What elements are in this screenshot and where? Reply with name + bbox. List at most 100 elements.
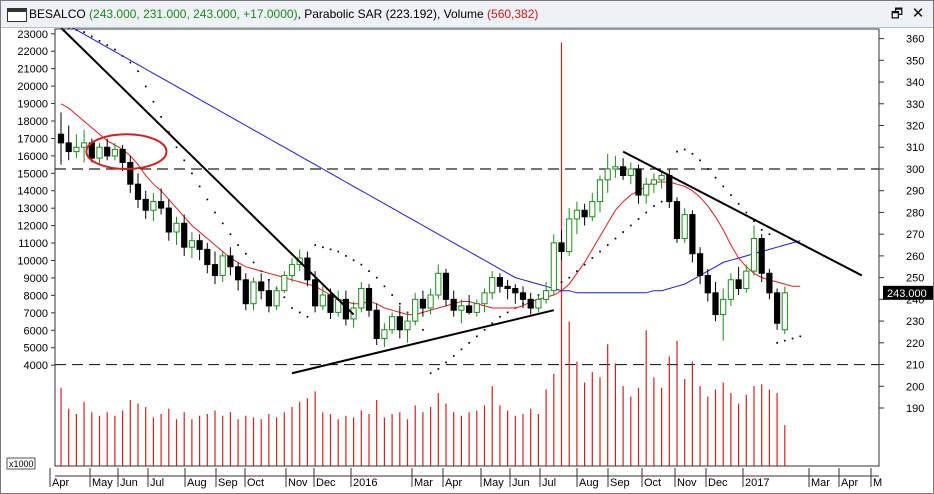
x-tick-label: Nov: [288, 477, 308, 489]
x-tick-label: Jul: [150, 477, 164, 489]
candle-body: [504, 285, 511, 289]
candle-body: [743, 270, 750, 289]
sar-dot: [599, 250, 601, 253]
sar-dot: [745, 211, 748, 214]
candle-body: [442, 272, 450, 300]
candle-body: [389, 316, 396, 331]
candle-body: [65, 142, 72, 153]
close-icon[interactable]: ✕: [911, 5, 925, 22]
candle-body: [81, 142, 88, 148]
sar-dot: [676, 150, 678, 153]
sar-dot: [560, 281, 563, 283]
sar-dot: [699, 159, 701, 162]
candle-body: [543, 290, 550, 300]
price-tick-label: 350: [906, 55, 924, 67]
volume-tick-label: 10000: [17, 256, 48, 268]
candle-body: [396, 316, 403, 331]
price-tick-label: 280: [906, 207, 924, 219]
sar-dot: [298, 311, 301, 314]
price-tick-label: 210: [906, 360, 924, 372]
candle-body: [312, 279, 319, 307]
x-tick-label: Mar: [414, 477, 433, 489]
sar-dot: [283, 296, 286, 299]
sar-dot: [245, 252, 247, 255]
candle-body: [104, 146, 111, 157]
price-tick-label: 190: [906, 403, 924, 415]
candle-body: [242, 279, 249, 305]
sar-dot: [753, 220, 755, 223]
candle-body: [173, 222, 180, 233]
sar-dot: [399, 302, 401, 305]
candle-body: [681, 214, 688, 240]
sar-dot: [422, 328, 424, 331]
sar-dot: [568, 276, 571, 279]
candle-body: [150, 201, 157, 211]
trend-line: [622, 150, 863, 277]
candle-body: [558, 242, 565, 253]
x-tick-label: Oct: [247, 477, 264, 489]
candle-body: [227, 255, 234, 268]
volume-tick-label: 19000: [17, 99, 48, 111]
volume-tick-label: 21000: [17, 64, 48, 76]
candle-body: [566, 218, 573, 253]
candle-body: [204, 248, 211, 266]
sar-dot: [576, 270, 578, 273]
price-tick-label: 360: [906, 34, 924, 46]
price-tick-label: 250: [906, 273, 924, 285]
candle-body: [720, 298, 727, 316]
sar-dot: [91, 35, 93, 38]
candle-body: [697, 253, 704, 276]
sar-dot: [645, 211, 648, 214]
sar-dot: [183, 159, 186, 162]
sar-dot: [67, 28, 70, 29]
title-separator: ,: [297, 7, 305, 21]
candle-body: [142, 198, 149, 211]
sar-dot: [329, 248, 332, 251]
x-tick-label: Nov: [677, 477, 697, 489]
candle-body: [550, 242, 557, 292]
sar-dot: [352, 259, 355, 262]
restore-window-icon[interactable]: 🗗: [890, 6, 904, 21]
candle-body: [650, 179, 657, 185]
volume-tick-label: 20000: [17, 81, 48, 93]
sar-dot: [314, 244, 316, 246]
candle-body: [412, 298, 419, 322]
candle-body: [612, 166, 619, 170]
sar-dot: [437, 368, 440, 370]
candle-body: [535, 298, 542, 309]
sar-dot: [114, 48, 116, 51]
x-tick-label: May: [483, 477, 504, 489]
volume-tick-label: 6000: [24, 325, 48, 337]
sar-dot: [483, 328, 486, 331]
price-tick-label: 200: [906, 381, 924, 393]
sar-dot: [229, 233, 232, 236]
candle-body: [704, 274, 711, 294]
candle-body: [96, 146, 103, 159]
candle-body: [627, 168, 634, 176]
price-tick-label: 260: [906, 251, 924, 263]
candle-body: [758, 238, 765, 274]
x-tick-label: M: [873, 477, 882, 489]
annotation-ellipse: [85, 133, 168, 170]
price-tick-label: 230: [906, 316, 924, 328]
candle-body: [165, 207, 172, 233]
sar-dot: [606, 244, 609, 246]
title-bar: BESALCO (243.000, 231.000, 243.000, +17.…: [1, 1, 933, 28]
ohlc-values: (243.000, 231.000, 243.000, +17.0000): [89, 7, 298, 21]
volume-tick-label: 13000: [17, 203, 48, 215]
x-tick-label: Oct: [644, 477, 661, 489]
sar-dot: [622, 231, 624, 233]
sar-dot: [737, 202, 740, 205]
sar-dot: [760, 229, 763, 231]
sar-dot: [175, 146, 178, 149]
volume-unit-label: x1000: [9, 459, 34, 469]
sar-dot: [383, 285, 386, 288]
candle-body: [589, 201, 596, 218]
sar-dot: [306, 315, 309, 318]
chart-window-icon: [7, 8, 27, 22]
sar-dot: [614, 237, 617, 240]
sar-dot: [791, 337, 794, 340]
trend-line: [291, 309, 555, 375]
last-price-box: [883, 285, 933, 300]
volume-label: Volume: [443, 7, 484, 21]
